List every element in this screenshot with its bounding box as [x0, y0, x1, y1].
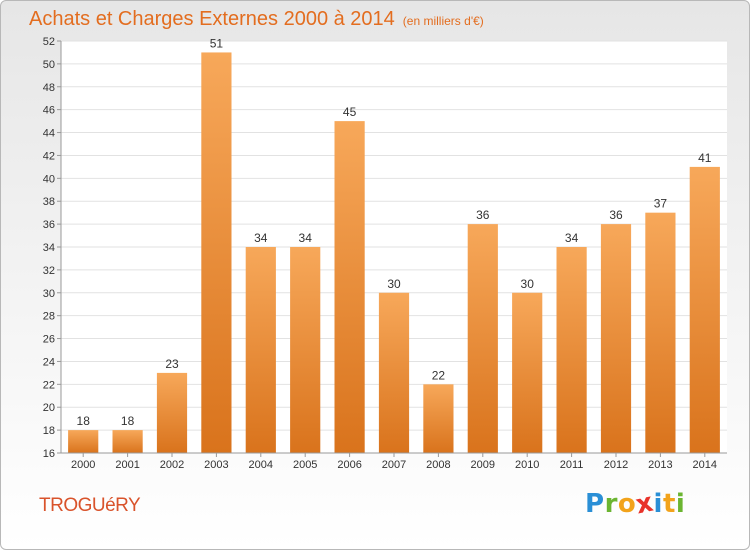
- value-label-2006: 45: [343, 105, 357, 119]
- x-tick-label: 2003: [204, 459, 228, 471]
- x-tick-label: 2005: [293, 459, 317, 471]
- x-tick-label: 2010: [515, 459, 539, 471]
- logo-letter: i: [675, 489, 686, 519]
- x-tick-label: 2009: [471, 459, 495, 471]
- logo-letter: t: [662, 489, 676, 519]
- value-label-2001: 18: [121, 414, 135, 428]
- bar-2009: [467, 224, 498, 453]
- y-tick-label: 52: [43, 36, 55, 48]
- value-label-2004: 34: [254, 231, 268, 245]
- value-label-2010: 30: [521, 277, 535, 291]
- x-tick-label: 2006: [337, 459, 361, 471]
- bar-2014: [689, 166, 720, 453]
- value-label-2013: 37: [654, 197, 668, 211]
- y-axis-ticks: 16 18 20 22 24 26 28 30 32 34 36 38 40 42 44 46 48 50 52: [43, 36, 61, 460]
- y-tick-label: 38: [43, 196, 55, 208]
- y-tick-label: 20: [43, 402, 55, 414]
- value-label-2005: 34: [299, 231, 313, 245]
- x-tick-label: 2000: [71, 459, 95, 471]
- value-label-2000: 18: [77, 414, 91, 428]
- y-tick-label: 18: [43, 425, 55, 437]
- logo-letter: o: [617, 489, 637, 519]
- x-tick-label: 2011: [560, 459, 584, 471]
- y-tick-label: 34: [43, 242, 55, 254]
- x-axis-ticks: 2000 2001 2002 2003 2004 2005 2006 2007 2008 2009…: [71, 453, 717, 471]
- y-tick-label: 50: [43, 59, 55, 71]
- value-label-2012: 36: [609, 208, 623, 222]
- x-tick-label: 2007: [382, 459, 406, 471]
- y-tick-label: 46: [43, 105, 55, 117]
- y-tick-label: 24: [43, 356, 55, 368]
- x-tick-label: 2004: [249, 459, 273, 471]
- value-label-2002: 23: [165, 357, 179, 371]
- bar-2001: [112, 430, 143, 453]
- proxiti-logo: Proxiti: [585, 488, 686, 521]
- x-tick-label: 2012: [604, 459, 628, 471]
- y-tick-label: 36: [43, 219, 55, 231]
- bar-2011: [556, 247, 587, 453]
- chart-subtitle: (en milliers d'€): [402, 14, 484, 28]
- y-tick-label: 30: [43, 288, 55, 300]
- x-tick-label: 2002: [160, 459, 184, 471]
- value-label-2008: 22: [432, 368, 446, 382]
- value-label-2011: 34: [565, 231, 579, 245]
- y-tick-label: 22: [43, 379, 55, 391]
- logo-letter: r: [604, 489, 618, 519]
- x-tick-label: 2014: [693, 459, 717, 471]
- bar-2002: [156, 372, 188, 453]
- bar-2007: [378, 292, 410, 453]
- y-tick-label: 44: [43, 128, 55, 140]
- bar-2004: [245, 247, 276, 453]
- y-tick-label: 28: [43, 311, 55, 323]
- bar-2008: [423, 384, 454, 453]
- bar-2012: [600, 224, 632, 453]
- y-tick-label: 40: [43, 173, 55, 185]
- y-tick-label: 48: [43, 82, 55, 94]
- bar-2005: [290, 247, 321, 453]
- logo-letter: P: [585, 489, 605, 519]
- bar-2010: [512, 292, 543, 453]
- commune-name: TROGUéRY: [39, 495, 141, 516]
- value-label-2014: 41: [698, 151, 712, 165]
- value-label-2007: 30: [387, 277, 401, 291]
- bar-2013: [645, 212, 676, 453]
- y-tick-label: 16: [43, 448, 55, 460]
- bar-2000: [68, 430, 99, 453]
- value-label-2003: 51: [210, 36, 224, 50]
- chart-title-text: Achats et Charges Externes 2000 à 2014: [29, 8, 395, 30]
- y-tick-label: 42: [43, 150, 55, 162]
- bar-2006: [334, 121, 365, 453]
- value-label-2009: 36: [476, 208, 490, 222]
- bar-2003: [201, 52, 232, 453]
- chart-title: Achats et Charges Externes 2000 à 2014 (e…: [29, 8, 484, 31]
- bars: 18 18 23 51 34 34 45 30 22 36 30 34 36 37 41: [68, 36, 720, 453]
- logo-letter: i: [653, 489, 663, 519]
- x-tick-label: 2001: [115, 459, 139, 471]
- y-tick-label: 32: [43, 265, 55, 277]
- y-tick-label: 26: [43, 334, 55, 346]
- x-tick-label: 2013: [648, 459, 672, 471]
- x-tick-label: 2008: [426, 459, 450, 471]
